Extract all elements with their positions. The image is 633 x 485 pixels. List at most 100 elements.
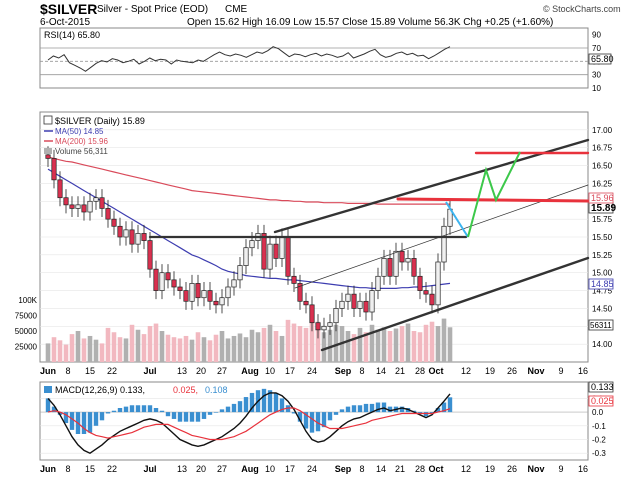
date-tick-label: 9 <box>558 366 563 376</box>
candle-body <box>357 300 363 309</box>
macd-last-tag: 0.133 <box>588 381 614 393</box>
candle-body <box>249 240 255 249</box>
price-tick-label: 16.75 <box>592 144 613 153</box>
candle-body <box>87 200 93 213</box>
macd-histogram-bar <box>111 410 117 413</box>
candle-body <box>165 272 171 281</box>
price-tick-label: 15.50 <box>592 233 613 242</box>
price-axis: 17.0016.7516.5016.2516.0015.7515.5015.25… <box>592 126 613 349</box>
candle-body <box>225 286 231 299</box>
date-tick-label: Jul <box>143 366 156 376</box>
ma200-tag: 15.96 <box>588 192 614 204</box>
date-tick-label: 26 <box>507 366 517 376</box>
macd-histogram-bar <box>231 403 237 413</box>
projection-path-green <box>467 151 521 238</box>
volume-bar <box>237 333 243 362</box>
date-tick-label: 28 <box>415 464 425 474</box>
volume-bar <box>255 332 261 362</box>
macd-signal-line <box>47 407 451 441</box>
volume-bar <box>273 331 279 362</box>
candle-body <box>123 229 129 238</box>
date-tick-label: 22 <box>107 464 117 474</box>
volume-bar <box>141 334 147 362</box>
candle-body <box>111 218 117 227</box>
date-tick-label: 16 <box>578 366 588 376</box>
date-tick-label: 8 <box>65 464 70 474</box>
volume-tick-label: 100K <box>18 296 37 305</box>
macd-histogram-bar <box>333 412 339 415</box>
volume-bar <box>111 332 117 362</box>
volume-bar <box>405 323 411 362</box>
volume-bar <box>45 343 51 362</box>
volume-tick-label: 50000 <box>15 327 38 336</box>
volume-bar <box>279 335 285 362</box>
macd-histogram-bar <box>435 408 441 413</box>
candle-body <box>405 258 411 263</box>
candle-body <box>147 240 153 270</box>
date-tick-label: 14 <box>376 464 386 474</box>
volume-tick-label: 25000 <box>15 343 38 352</box>
candle-body <box>51 158 57 181</box>
volume-bar <box>249 329 255 362</box>
candle-body <box>285 236 291 277</box>
date-axis-top: Jun 8 15 22 Jul 13 20 27 Aug 10 17 24 Sep 8 14 21 28 Oct 1… <box>40 366 588 376</box>
macd-histogram-bar <box>309 412 315 433</box>
candle-body <box>183 290 189 302</box>
price-tick-label: 15.00 <box>592 269 613 278</box>
macd-signal-text: 0.025, <box>173 385 198 395</box>
macd-histogram-bar <box>345 406 351 413</box>
date-tick-label: 16 <box>578 464 588 474</box>
candle-body <box>279 236 285 259</box>
macd-histogram-bar <box>165 412 171 417</box>
legend-ma50: MA(50) 14.85 <box>55 127 104 136</box>
last-close-tag: 15.89 <box>588 201 616 214</box>
macd-histogram-bar <box>147 405 153 413</box>
volume-bar <box>435 326 441 362</box>
rsi-tick-label: 30 <box>592 71 601 80</box>
macd-histogram-bar <box>249 392 255 413</box>
date-tick-label: Sep <box>335 464 352 474</box>
date-tick-label: 9 <box>558 464 563 474</box>
macd-histogram-bar <box>243 397 249 413</box>
macd-histogram-bar <box>225 406 231 413</box>
volume-bar <box>375 329 381 362</box>
last-close-value: 15.89 <box>591 203 616 214</box>
macd-title-text: MACD(12,26,9) 0.133, <box>55 385 145 395</box>
macd-histogram-bar <box>207 412 213 415</box>
macd-histogram-bar <box>69 412 75 430</box>
macd-histogram-bar <box>153 408 159 413</box>
date-tick-label: 12 <box>461 464 471 474</box>
macd-histogram-bar <box>135 405 141 413</box>
macd-histogram-bar <box>441 402 447 413</box>
candle-body <box>363 300 369 313</box>
macd-histogram-bar <box>351 405 357 413</box>
candle-body <box>387 258 393 277</box>
candle-body <box>411 258 417 277</box>
macd-histogram-bar <box>447 397 453 413</box>
volume-bar <box>327 329 333 362</box>
candle-body <box>315 322 321 331</box>
macd-histogram-bar <box>261 388 267 413</box>
volume-bar <box>261 327 267 362</box>
macd-histogram-bar <box>291 412 297 414</box>
macd-histogram-bar <box>321 412 327 428</box>
candle-body <box>291 275 297 284</box>
macd-histogram-bar <box>129 405 135 413</box>
volume-bar <box>369 324 375 362</box>
date-tick-label: 8 <box>359 464 364 474</box>
volume-bar <box>123 338 129 362</box>
price-tick-label: 15.25 <box>592 251 613 260</box>
volume-bar <box>147 326 153 362</box>
date-tick-label: 27 <box>217 366 227 376</box>
date-tick-label: 19 <box>485 464 495 474</box>
rsi-panel-frame <box>39 27 589 89</box>
macd-histogram-bar <box>117 408 123 413</box>
date-tick-label: 22 <box>107 366 117 376</box>
macd-panel-frame <box>39 381 589 461</box>
price-legend: $SILVER (Daily) 15.89 MA(50) 14.85 MA(20… <box>43 115 145 156</box>
channel-upper-line <box>273 138 590 234</box>
date-tick-label: 20 <box>196 464 206 474</box>
date-tick-label: Aug <box>241 366 259 376</box>
legend-price: $SILVER (Daily) 15.89 <box>55 116 145 126</box>
